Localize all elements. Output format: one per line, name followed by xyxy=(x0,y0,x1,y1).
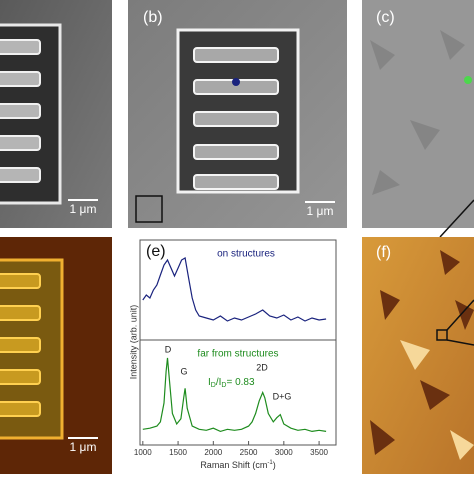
x-tick-label: 2500 xyxy=(240,448,258,457)
panel-d: 1 μm xyxy=(0,237,112,474)
peak-label: D+G xyxy=(273,391,292,401)
panel-label: (e) xyxy=(146,243,166,260)
x-tick-label: 2000 xyxy=(204,448,222,457)
panel-label: (f) xyxy=(376,244,391,261)
scale-bar-label: 1 μm xyxy=(70,202,97,216)
panel-f: (f) xyxy=(362,237,474,474)
x-tick-label: 1500 xyxy=(169,448,187,457)
panel-label: (c) xyxy=(376,9,395,26)
ratio-label: ID/ID= 0.83 xyxy=(208,377,255,389)
spectrum-line xyxy=(142,257,327,322)
spectrum-line xyxy=(142,357,327,433)
series-label: far from structures xyxy=(197,349,278,360)
panel-label: (b) xyxy=(143,9,163,26)
x-tick-label: 3500 xyxy=(310,448,328,457)
x-tick-label: 1000 xyxy=(134,448,152,457)
peak-label: 2D xyxy=(256,362,268,372)
panel-b: 1 μm (b) xyxy=(128,0,347,228)
x-axis-label: Raman Shift (cm-1) xyxy=(200,460,275,471)
series-label: on structures xyxy=(217,249,275,260)
panel-a: 1 μm xyxy=(0,0,112,228)
panel-e: (e) Intensity (arb. unit) Raman Shift (c… xyxy=(128,237,347,474)
x-tick-label: 3000 xyxy=(275,448,293,457)
peak-label: D xyxy=(165,344,172,354)
scale-bar-label: 1 μm xyxy=(307,204,334,218)
y-axis-label: Intensity (arb. unit) xyxy=(128,305,138,380)
scale-bar-label: 1 μm xyxy=(70,440,97,454)
peak-label: G xyxy=(180,366,187,376)
panel-c: (c) xyxy=(362,0,474,228)
